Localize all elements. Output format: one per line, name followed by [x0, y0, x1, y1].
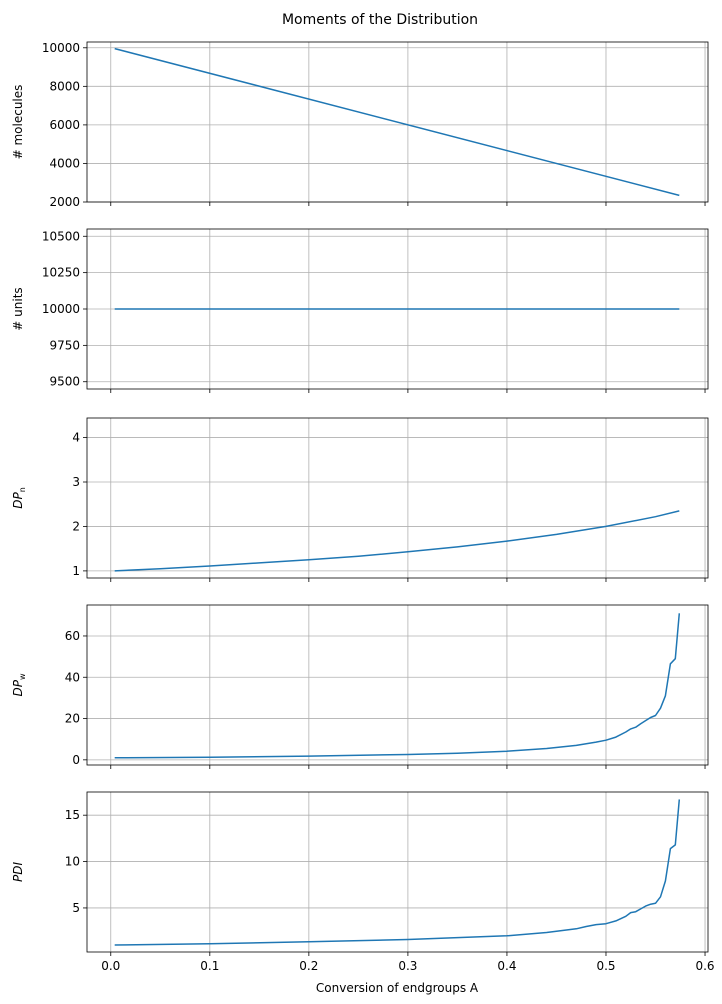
y-tick-label: 0: [72, 753, 80, 767]
x-axis-label: Conversion of endgroups A: [316, 981, 479, 995]
series-line: [114, 47, 680, 197]
y-axis-label: DPw: [11, 673, 27, 696]
y-axis-label-text: # molecules: [11, 85, 25, 160]
y-axis-label: DPn: [11, 487, 27, 509]
x-tick-label: 0.5: [596, 959, 615, 973]
y-tick-label: 10500: [42, 229, 80, 243]
axes-frame: [86, 604, 709, 766]
y-tick-label: 9750: [49, 338, 80, 352]
x-tick-label: 0.1: [200, 959, 219, 973]
y-axis-label: PDI: [11, 862, 25, 882]
y-tick-label: 4: [72, 431, 80, 445]
y-tick-label: 40: [65, 670, 80, 684]
subplot-4: 0 20 40 60 DPw: [11, 604, 709, 769]
y-tick-label: 15: [65, 808, 80, 822]
y-tick-label: 9500: [49, 375, 80, 389]
y-tick-label: 60: [65, 629, 80, 643]
y-axis-label-subscript: w: [18, 673, 27, 680]
x-tick-label: 0.6: [695, 959, 714, 973]
y-axis-label: # molecules: [11, 85, 25, 160]
y-axis-label: # units: [11, 287, 25, 330]
y-tick-label: 10000: [42, 302, 80, 316]
y-axis-label-subscript: n: [18, 487, 27, 492]
series-line: [114, 799, 681, 946]
x-tick-label: 0.3: [398, 959, 417, 973]
y-tick-label: 2: [72, 519, 80, 533]
axes-frame: [86, 41, 709, 203]
y-tick-label: 5: [72, 901, 80, 915]
chart-title: Moments of the Distribution: [282, 12, 478, 28]
subplots: 2000 4000 6000 8000 10000 # molecules 9500 9750…: [11, 41, 715, 973]
y-axis-label-text: DP: [11, 679, 25, 696]
y-tick-label: 3: [72, 475, 80, 489]
y-tick-label: 6000: [49, 118, 80, 132]
y-axis-label-text: # units: [11, 287, 25, 330]
subplot-5: 5 10 15 0.0 0.1 0.2 0.3 0.4 0.5 0.6 PDI: [11, 791, 715, 973]
x-tick-label: 0.0: [101, 959, 120, 973]
y-tick-label: 1: [72, 564, 80, 578]
x-tick-label: 0.2: [299, 959, 318, 973]
subplot-1: 2000 4000 6000 8000 10000 # molecules: [11, 41, 709, 209]
y-axis-label-text: DP: [11, 492, 25, 509]
y-tick-label: 4000: [49, 156, 80, 170]
y-tick-label: 10250: [42, 266, 80, 280]
axes-frame: [86, 791, 709, 953]
y-tick-label: 10: [65, 855, 80, 869]
y-tick-label: 20: [65, 712, 80, 726]
x-tick-label: 0.4: [497, 959, 516, 973]
series-line: [114, 510, 680, 572]
subplot-2: 9500 9750 10000 10250 10500 # units: [11, 228, 709, 393]
subplot-3: 1 2 3 4 DPn: [11, 417, 709, 582]
axes-frame: [86, 228, 709, 390]
series-line: [114, 613, 681, 759]
y-tick-label: 2000: [49, 195, 80, 209]
y-tick-label: 10000: [42, 41, 80, 55]
y-tick-label: 8000: [49, 79, 80, 93]
y-axis-label-text: PDI: [11, 862, 25, 882]
axes-frame: [86, 417, 709, 579]
